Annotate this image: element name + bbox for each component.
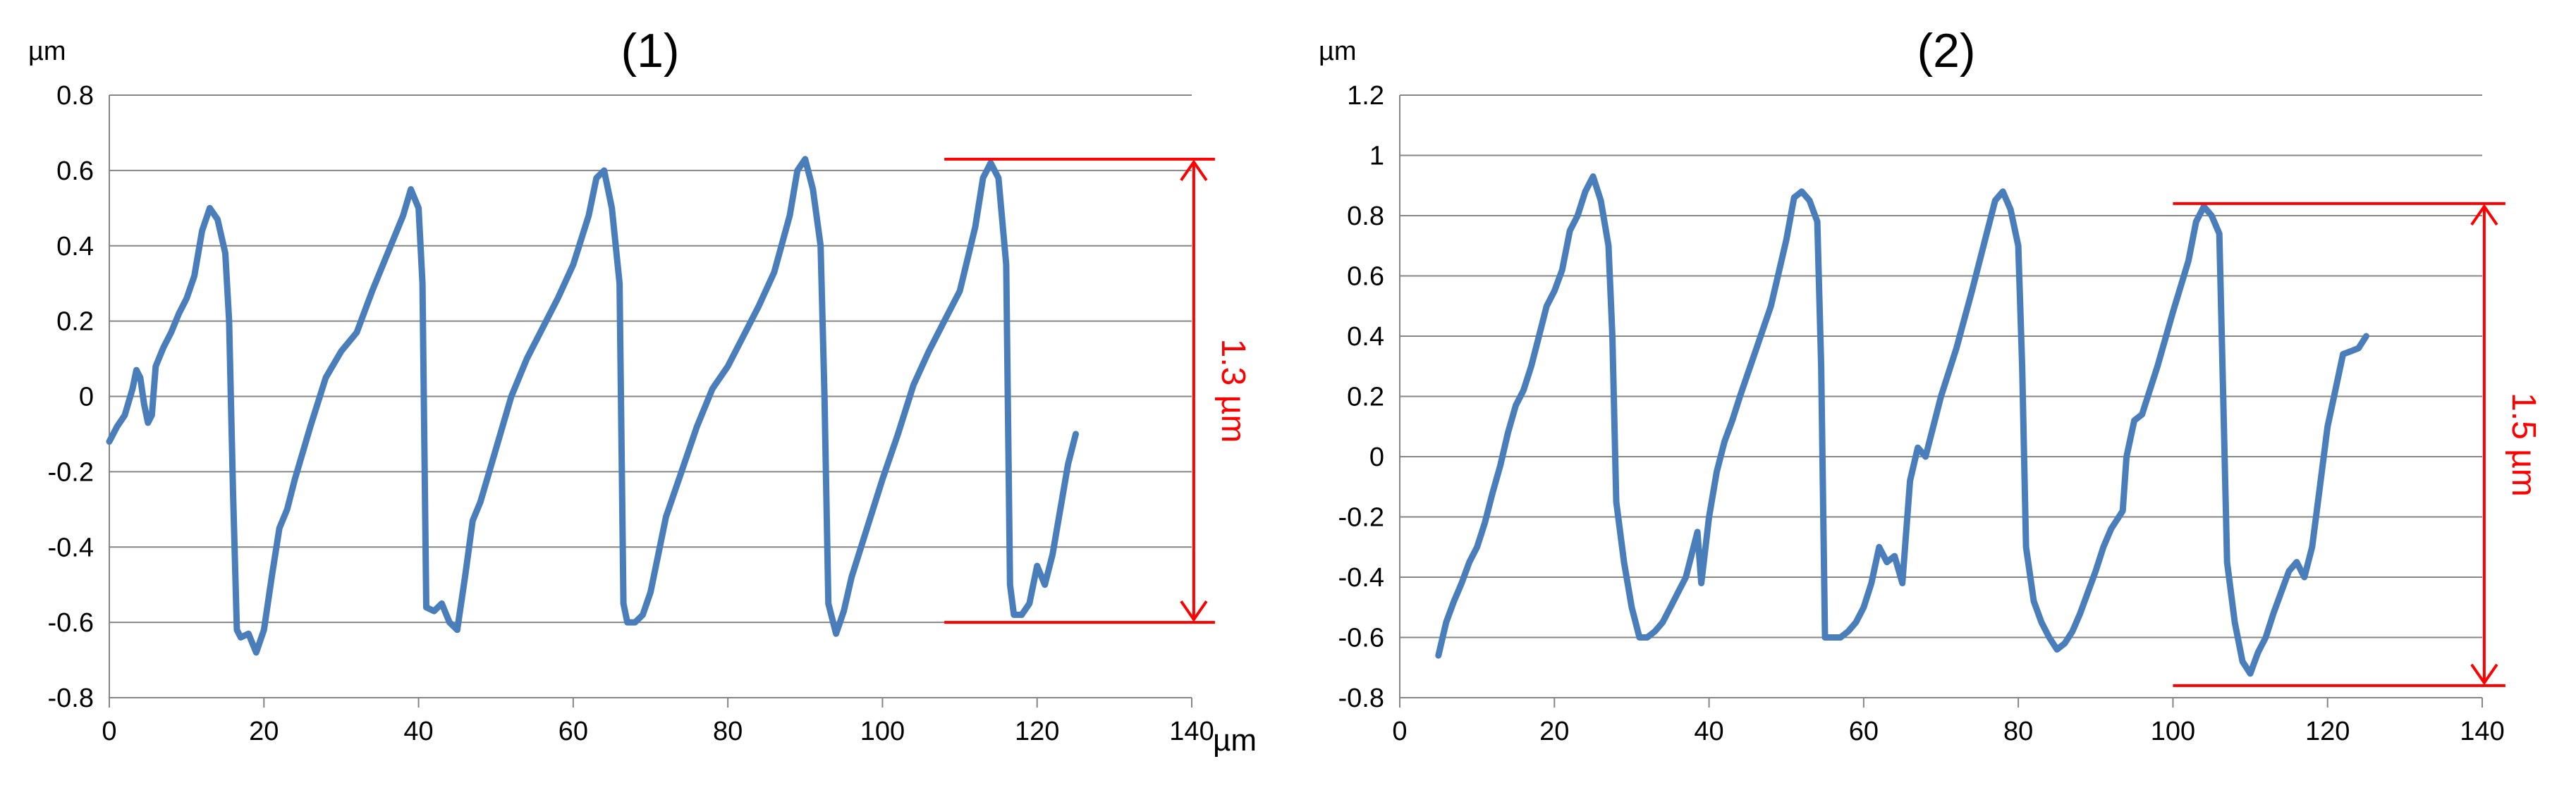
- chart-1-ytick-label: 0.2: [56, 307, 94, 337]
- chart-1-ytick-label: -0.4: [48, 533, 94, 562]
- chart-2-xtick-label: 100: [2151, 717, 2195, 746]
- chart-2-xtick-label: 120: [2305, 717, 2350, 746]
- chart-1-xlabel: µm: [1213, 723, 1257, 758]
- chart-1-series-line: [106, 156, 1079, 656]
- chart-2-title: (2): [1917, 24, 1975, 78]
- chart-2-ytick-label: -0.4: [1338, 563, 1384, 593]
- chart-1-xtick-label: 140: [1169, 717, 1214, 746]
- chart-2-ytick-label: -0.6: [1338, 624, 1384, 653]
- chart-1-xtick-label: 20: [249, 717, 279, 746]
- chart-1-title: (1): [621, 24, 679, 78]
- chart-1-xtick-label: 100: [860, 717, 905, 746]
- chart-2-annotation-label: 1.5 µm: [2505, 393, 2542, 497]
- chart-2-xtick-label: 0: [1392, 717, 1407, 746]
- chart-2-xtick-label: 60: [1849, 717, 1879, 746]
- chart-1-ytick-label: -0.2: [48, 457, 94, 487]
- chart-1-xtick-label: 60: [558, 717, 588, 746]
- chart-2-xtick-label: 20: [1539, 717, 1569, 746]
- chart-2-xtick-label: 40: [1694, 717, 1723, 746]
- chart-2-ytick-label: 0.8: [1347, 202, 1384, 231]
- chart-2-ytick-label: 0.6: [1347, 262, 1384, 292]
- chart-1-annotation-arrow-head-bottom: [1180, 600, 1208, 622]
- chart-1-ylabel: µm: [28, 37, 66, 66]
- chart-1-xtick-label: 120: [1015, 717, 1059, 746]
- chart-1-xtick-label: 0: [102, 717, 116, 746]
- chart-1-ytick-label: 0.6: [56, 156, 94, 186]
- chart-2-ytick-label: 0.2: [1347, 383, 1384, 412]
- chart-2-ytick-label: -0.8: [1338, 684, 1384, 713]
- chart-2-ytick-label: 1.2: [1347, 81, 1384, 111]
- chart-2-ytick-label: 0: [1369, 443, 1384, 472]
- chart-1-xtick-label: 80: [713, 717, 743, 746]
- chart-1-ytick-label: 0.4: [56, 232, 94, 261]
- chart-1-xtick-label: 40: [403, 717, 433, 746]
- chart-1-ytick-label: 0: [79, 383, 94, 412]
- chart-2-xtick-label: 80: [2003, 717, 2033, 746]
- chart-1-annotation-label: 1.3 µm: [1214, 339, 1252, 443]
- chart-1-ytick-label: 0.8: [56, 81, 94, 111]
- chart-1-ytick-label: -0.8: [48, 684, 94, 713]
- chart-2-annotation-arrow-head-bottom: [2470, 663, 2498, 686]
- chart-2-series-line: [1435, 173, 2369, 677]
- chart-2-ylabel: µm: [1319, 37, 1357, 66]
- chart-2-ytick-label: 1: [1369, 142, 1384, 171]
- chart-2-xtick-label: 140: [2460, 717, 2504, 746]
- chart-2-ytick-label: -0.2: [1338, 503, 1384, 533]
- chart-2-annotation-arrow-head-top: [2470, 204, 2498, 226]
- chart-1-ytick-label: -0.6: [48, 608, 94, 638]
- chart-2-ytick-label: 0.4: [1347, 322, 1384, 352]
- chart-1-annotation-arrow-head-top: [1180, 159, 1208, 181]
